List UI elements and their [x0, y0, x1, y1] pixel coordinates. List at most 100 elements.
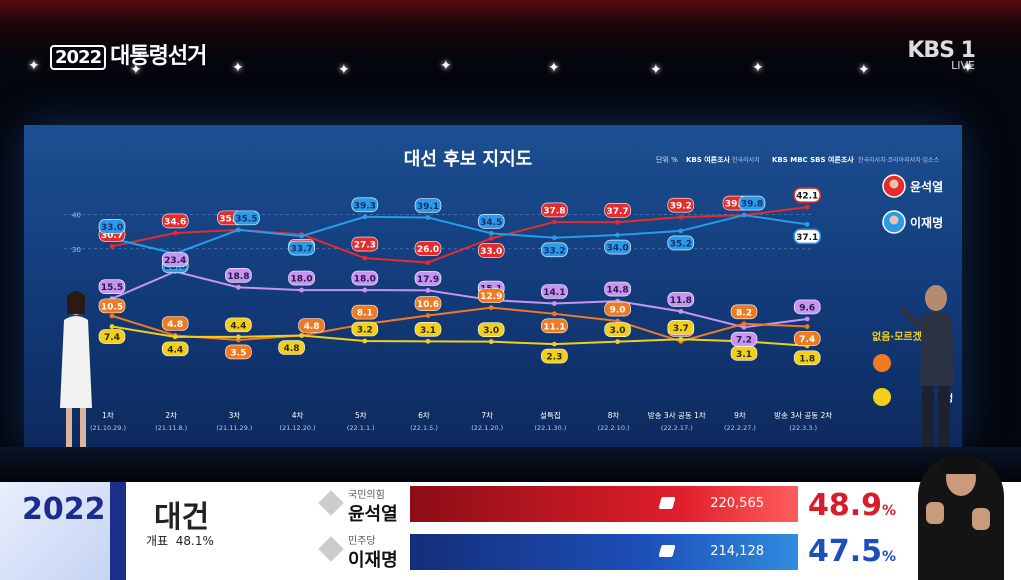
data-label: 4.4: [167, 345, 183, 355]
data-point: [678, 214, 684, 220]
data-label: 7.4: [104, 333, 120, 343]
data-label-box: [793, 228, 821, 245]
x-tick-date: (22.1.5.): [410, 424, 438, 432]
vote-pct-main: 47.5: [808, 534, 883, 569]
data-label-box: [225, 268, 252, 283]
x-tick-label: 설특집: [540, 410, 561, 420]
data-label: 39.1: [417, 202, 439, 212]
data-point: [362, 214, 368, 220]
logo-text: 대통령선거: [110, 44, 207, 69]
party-icon: [873, 354, 891, 372]
data-label: 1.8: [799, 354, 815, 364]
year-graphic: 2022: [0, 482, 110, 580]
data-label: 7.2: [736, 336, 752, 346]
data-point: [109, 324, 115, 329]
data-label-box: [351, 321, 379, 337]
data-label-box: [414, 296, 442, 311]
ballot-icon: [658, 497, 676, 509]
legend-label: 없음·모르겠음: [872, 330, 931, 343]
race-panel: 대건 개표 48.1%: [126, 482, 314, 580]
data-point: [425, 313, 431, 318]
data-point: [236, 227, 241, 233]
vote-pct-1: 48.9%: [808, 488, 896, 523]
year-graphic-text: 2022: [22, 492, 106, 527]
data-label-box: [541, 348, 568, 364]
data-label-box: [604, 203, 631, 218]
data-point: [299, 333, 304, 338]
series-line: [111, 306, 808, 343]
x-tick-label: 방송 3사 공동 2차: [774, 410, 832, 420]
series-line: [111, 325, 808, 347]
data-point: [109, 243, 115, 249]
data-label-box: [667, 197, 695, 213]
data-label-box: [477, 288, 505, 303]
data-point: [678, 336, 684, 342]
vote-pct-main: 48.9: [808, 488, 883, 523]
data-point: [488, 339, 494, 345]
x-tick-date: (21.12.20.): [280, 424, 316, 432]
vote-count: 214,128: [710, 544, 764, 559]
data-label: 35.5: [219, 214, 241, 224]
data-point: [236, 334, 241, 340]
data-label-box: [351, 236, 379, 252]
data-point: [425, 260, 431, 265]
data-point: [488, 236, 494, 241]
x-tick-label: 7차: [481, 411, 493, 420]
x-tick-label: 4차: [292, 411, 304, 420]
data-label: 2.3: [546, 353, 562, 363]
data-label-box: [98, 329, 126, 344]
data-label-box: [738, 195, 766, 211]
data-label: 3.0: [610, 326, 626, 336]
data-label-box: [793, 299, 821, 315]
face-icon: [889, 179, 899, 189]
data-point: [299, 287, 304, 293]
data-label-box: [667, 235, 695, 251]
vote-count: 220,565: [710, 496, 764, 511]
data-label-box: [288, 270, 315, 286]
count-pct: 48.1%: [175, 534, 214, 548]
legend-label: 이재명: [910, 215, 943, 230]
count-label: 개표: [146, 534, 169, 548]
data-label: 37.1: [796, 233, 818, 243]
x-tick-label: 6차: [418, 411, 430, 420]
data-point: [172, 230, 178, 236]
data-label-box: [477, 322, 505, 337]
x-tick-date: (22.1.1.): [347, 424, 375, 432]
series-line: [111, 214, 808, 255]
data-point: [804, 316, 810, 322]
data-label-box: [541, 284, 568, 299]
data-point: [425, 288, 431, 293]
data-label: 3.2: [357, 325, 373, 335]
data-label-box: [667, 292, 695, 307]
data-label: 23.4: [164, 256, 186, 266]
data-label: 9.6: [799, 303, 815, 313]
party-icon: [318, 490, 344, 516]
data-label: 7.4: [799, 335, 815, 345]
candidate-row-2: 민주당 이재명: [314, 530, 410, 576]
data-point: [362, 287, 368, 293]
data-point: [109, 313, 115, 319]
x-tick-date: (21.11.8.): [155, 424, 187, 432]
logo-year: 2022: [50, 45, 107, 70]
vote-bar-1: 220,565: [410, 486, 798, 522]
data-label-box: [793, 350, 821, 366]
data-label: 17.9: [417, 275, 439, 285]
x-tick-label: 2차: [165, 411, 177, 420]
data-label-box: [730, 304, 758, 320]
x-tick-date: (21.11.29.): [216, 424, 252, 432]
data-label-box: [351, 304, 379, 320]
data-label: 9.0: [610, 306, 626, 316]
data-point: [172, 334, 178, 340]
candidate-party: 민주당: [348, 536, 376, 547]
x-tick-date: (21.10.29.): [90, 424, 126, 432]
source-note-1: KBS 여론조사: [686, 155, 731, 164]
data-label: 35.2: [670, 239, 692, 249]
data-label-box: [278, 340, 305, 355]
data-point: [615, 318, 620, 324]
data-label: 3.1: [420, 326, 436, 336]
data-label-box: [604, 322, 631, 337]
data-label: 18.8: [227, 272, 249, 282]
x-tick-label: 3차: [229, 411, 241, 420]
channel-bug: KBS 1 LIVE: [907, 38, 976, 72]
data-label: 39.8: [725, 200, 747, 210]
